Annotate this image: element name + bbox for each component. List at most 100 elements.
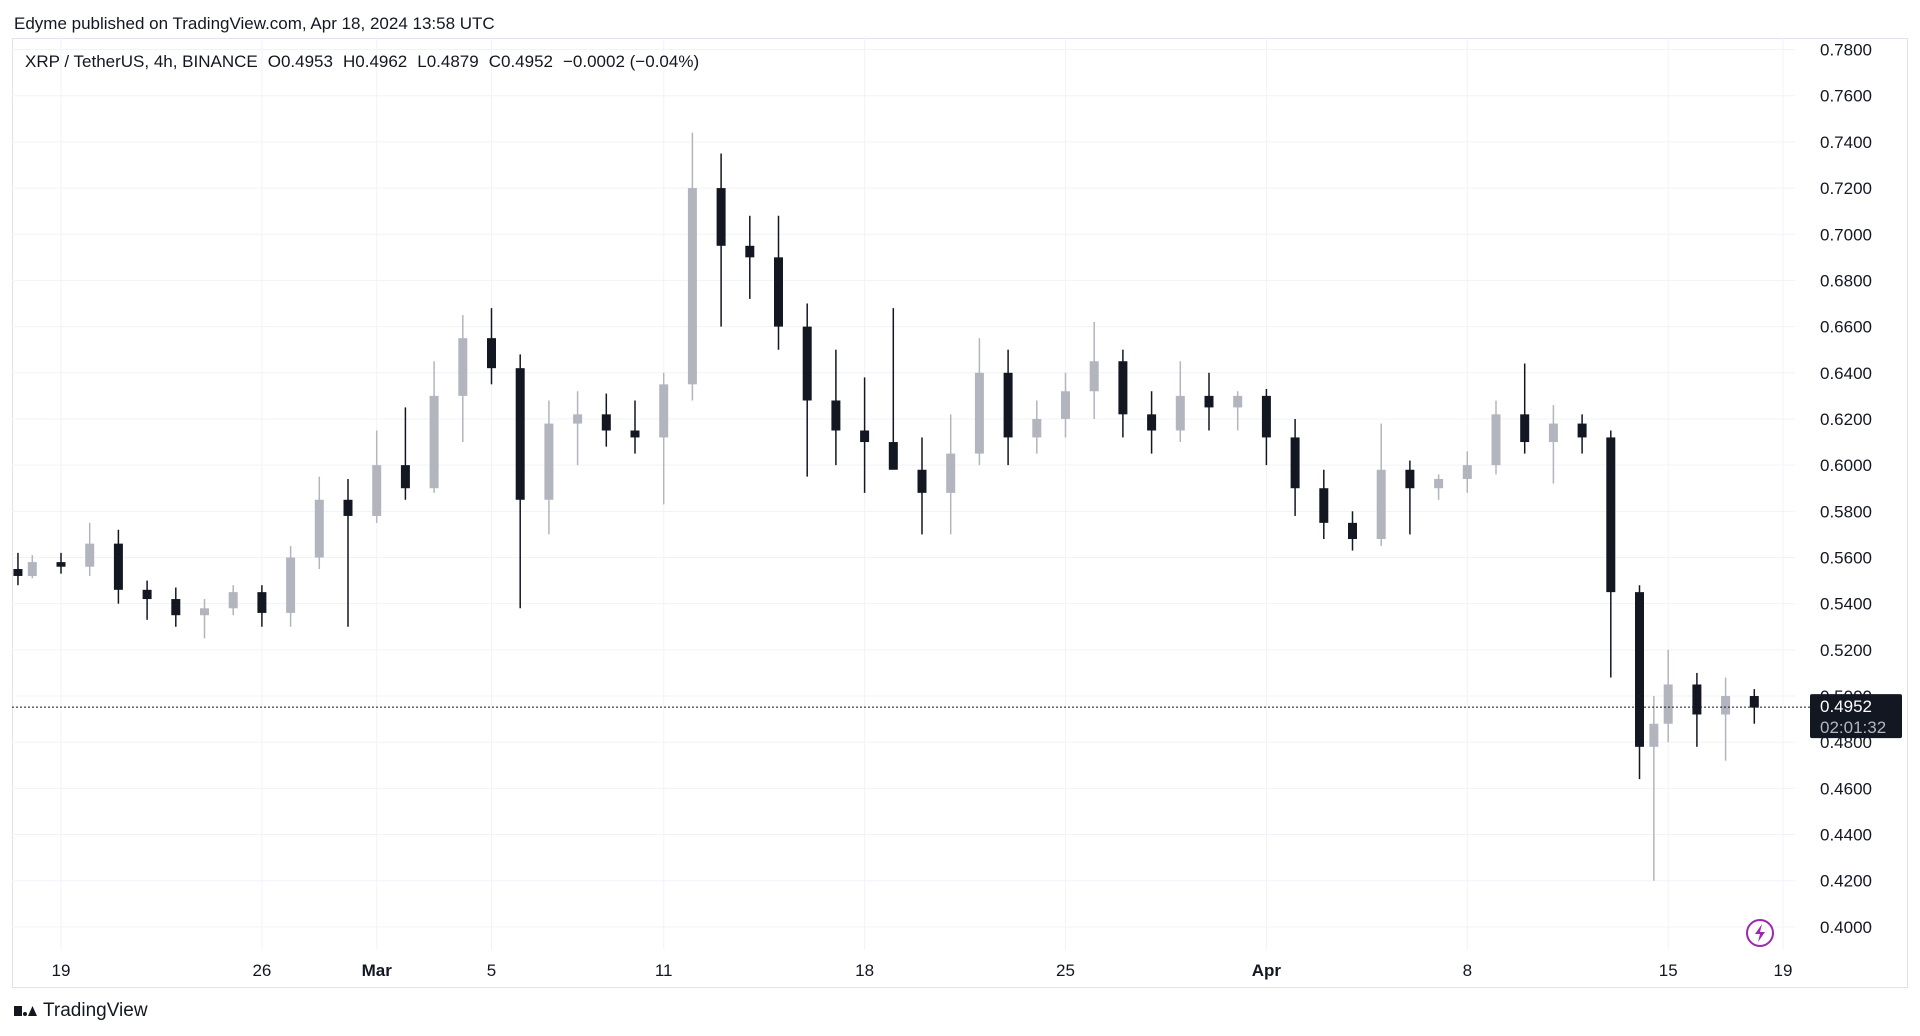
candles xyxy=(13,132,1759,881)
candle xyxy=(860,377,870,493)
candle-body xyxy=(716,188,726,246)
time-axis: 19 26 Mar 5 11 18 25 Apr 8 15 19 xyxy=(52,961,1793,980)
candle-body xyxy=(286,557,296,613)
candle xyxy=(372,430,382,523)
time-tick-label: 25 xyxy=(1056,961,1075,980)
candle xyxy=(974,338,984,466)
candle xyxy=(487,308,496,385)
candle-body xyxy=(400,465,410,489)
candle xyxy=(1663,649,1673,743)
candle xyxy=(1462,451,1472,493)
time-tick-label: Mar xyxy=(362,961,393,980)
time-tick-label: Apr xyxy=(1252,961,1282,980)
price-tick-label: 0.6400 xyxy=(1820,364,1872,383)
candle xyxy=(113,529,123,604)
candle-body xyxy=(1663,684,1673,724)
candle xyxy=(429,361,439,493)
candle xyxy=(1577,414,1587,454)
time-tick-label: 8 xyxy=(1463,961,1472,980)
candle xyxy=(601,393,611,447)
last-price-value: 0.4952 xyxy=(1820,697,1872,716)
candle-body xyxy=(200,608,209,616)
candle-body xyxy=(515,368,525,500)
candle xyxy=(630,400,640,454)
candle-body xyxy=(1032,418,1042,438)
candle xyxy=(228,585,238,616)
time-tick-label: 15 xyxy=(1659,961,1678,980)
candle-body xyxy=(917,469,927,493)
candle xyxy=(888,308,898,470)
candle xyxy=(716,153,726,327)
candle-body xyxy=(1692,684,1702,715)
candle xyxy=(1261,388,1271,466)
candle-body xyxy=(228,592,238,609)
publisher-line: Edyme published on TradingView.com, Apr … xyxy=(14,14,495,33)
candle xyxy=(1175,361,1185,443)
price-tick-label: 0.6000 xyxy=(1820,456,1872,475)
candle xyxy=(917,437,927,535)
candle-body xyxy=(1548,423,1558,443)
time-tick-label: 19 xyxy=(1774,961,1793,980)
legend-close: C0.4952 xyxy=(488,52,553,71)
brand-name: TradingView xyxy=(43,1000,148,1021)
price-tick-label: 0.4600 xyxy=(1820,779,1872,798)
candle-body xyxy=(1319,488,1329,523)
candle xyxy=(85,522,95,576)
candle-body xyxy=(831,400,841,431)
tradingview-brand[interactable]: TradingView xyxy=(14,1000,148,1022)
candle xyxy=(1032,400,1042,454)
candle xyxy=(1089,321,1099,419)
price-tick-label: 0.7400 xyxy=(1820,133,1872,152)
candle-body xyxy=(888,442,898,470)
candle-body xyxy=(314,499,324,558)
last-price-tag: 0.4952 02:01:32 xyxy=(1810,694,1902,739)
candle-body xyxy=(1434,478,1444,489)
candle-body xyxy=(13,569,23,576)
legend-low: L0.4879 xyxy=(417,52,479,71)
grid-lines xyxy=(12,38,1795,950)
candle xyxy=(1606,430,1616,678)
candle xyxy=(687,132,697,401)
candle xyxy=(1376,423,1386,546)
candle-body xyxy=(1233,395,1243,408)
last-price-countdown: 02:01:32 xyxy=(1820,718,1886,737)
candle-body xyxy=(1061,391,1070,419)
price-tick-label: 0.5600 xyxy=(1820,548,1872,567)
candle-body xyxy=(1462,465,1472,479)
candle xyxy=(1692,672,1702,747)
candle-body xyxy=(745,245,755,258)
candle-body xyxy=(1118,361,1128,415)
candle xyxy=(1348,511,1357,551)
candle-body xyxy=(544,423,554,500)
chart-frame[interactable] xyxy=(12,38,1908,988)
candle-body xyxy=(860,430,870,443)
legend-high: H0.4962 xyxy=(342,52,408,71)
candle-body xyxy=(601,414,611,431)
candle xyxy=(831,349,841,466)
time-tick-label: 18 xyxy=(855,961,874,980)
candle-body xyxy=(429,395,439,489)
price-tick-label: 0.6200 xyxy=(1820,410,1872,429)
price-tick-label: 0.6600 xyxy=(1820,318,1872,337)
candle xyxy=(286,545,296,627)
price-tick-label: 0.4200 xyxy=(1820,872,1872,891)
candle-body xyxy=(372,465,382,516)
candle xyxy=(515,354,525,609)
candle xyxy=(1491,400,1501,475)
candle xyxy=(171,587,181,627)
candle xyxy=(1061,372,1070,438)
price-tick-label: 0.7000 xyxy=(1820,225,1872,244)
candle xyxy=(544,400,554,535)
candle-body xyxy=(630,430,640,438)
candle-body xyxy=(1089,361,1099,392)
lightning-icon[interactable] xyxy=(1746,919,1774,947)
price-axis: 0.7800 0.7600 0.7400 0.7200 0.7000 0.6800 0.66… xyxy=(1820,41,1872,937)
price-tick-label: 0.6800 xyxy=(1820,271,1872,290)
candle xyxy=(27,555,37,579)
candle xyxy=(745,215,755,299)
candle-body xyxy=(1721,696,1731,715)
candle-body xyxy=(1147,414,1157,431)
candle-body xyxy=(1635,592,1644,747)
candle-body xyxy=(458,338,468,396)
